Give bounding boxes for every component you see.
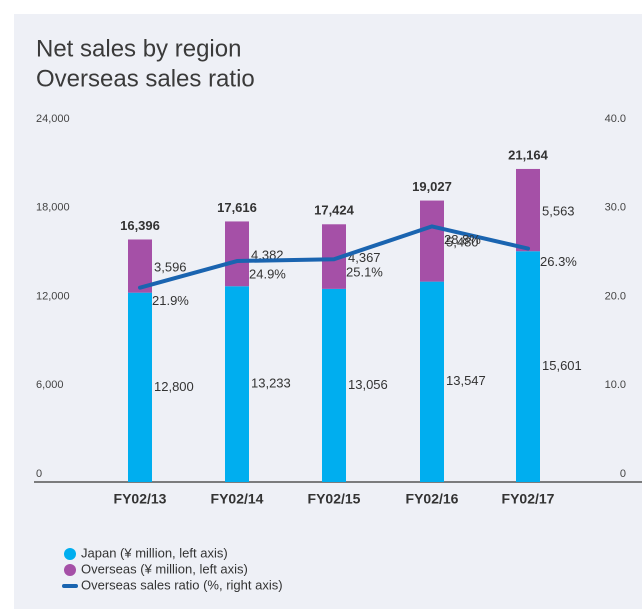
x-tick-label: FY02/16 xyxy=(406,491,459,507)
bar-segment xyxy=(322,288,346,482)
legend-swatch xyxy=(64,548,76,560)
ratio-label: 26.3% xyxy=(540,254,577,269)
y-tick-label: 12,000 xyxy=(36,290,70,302)
y-tick-label: 6,000 xyxy=(36,379,64,391)
total-label: 17,616 xyxy=(217,200,257,215)
chart-title: Overseas sales ratio xyxy=(36,65,255,92)
total-label: 19,027 xyxy=(412,179,452,194)
bar-segment xyxy=(225,221,249,287)
ratio-label: 25.1% xyxy=(346,265,383,280)
bar-segment xyxy=(516,168,540,252)
value-label: 3,596 xyxy=(154,260,187,275)
value-label: 5,563 xyxy=(542,204,575,219)
x-tick-label: FY02/15 xyxy=(308,491,361,507)
legend-swatch xyxy=(64,564,76,576)
total-label: 16,396 xyxy=(120,218,160,233)
x-tick-label: FY02/13 xyxy=(114,491,167,507)
value-label: 5,480 xyxy=(446,235,479,250)
bar-segment xyxy=(516,251,540,482)
total-label: 17,424 xyxy=(314,203,355,218)
legend-label: Overseas (¥ million, left axis) xyxy=(81,561,248,576)
value-label: 15,601 xyxy=(542,358,582,373)
ratio-label: 28.8% xyxy=(444,232,481,247)
ratio-line xyxy=(138,224,530,290)
value-label: 13,547 xyxy=(446,373,486,388)
bar-segment xyxy=(420,200,444,282)
chart-title: Net sales by region xyxy=(36,35,241,62)
bar-segment xyxy=(128,292,152,482)
y2-tick-label: 40.0 xyxy=(605,113,626,125)
ratio-label: 24.9% xyxy=(249,266,286,281)
y2-tick-label: 20.0 xyxy=(605,290,626,302)
bar-segment xyxy=(225,286,249,482)
legend-label: Overseas sales ratio (%, right axis) xyxy=(81,577,283,592)
y2-tick-label: 30.0 xyxy=(605,202,626,214)
value-label: 12,800 xyxy=(154,379,194,394)
y-tick-label: 18,000 xyxy=(36,202,70,214)
x-tick-label: FY02/14 xyxy=(211,491,264,507)
legend-label: Japan (¥ million, left axis) xyxy=(81,545,228,560)
ratio-label: 21.9% xyxy=(152,293,189,308)
y2-tick-label: 0 xyxy=(620,468,626,480)
y-tick-label: 0 xyxy=(36,468,42,480)
total-label: 21,164 xyxy=(508,147,549,162)
y-tick-label: 24,000 xyxy=(36,113,70,125)
y2-tick-label: 10.0 xyxy=(605,379,626,391)
value-label: 13,056 xyxy=(348,377,388,392)
value-label: 13,233 xyxy=(251,376,291,391)
bar-segment xyxy=(420,281,444,482)
x-tick-label: FY02/17 xyxy=(502,491,555,507)
